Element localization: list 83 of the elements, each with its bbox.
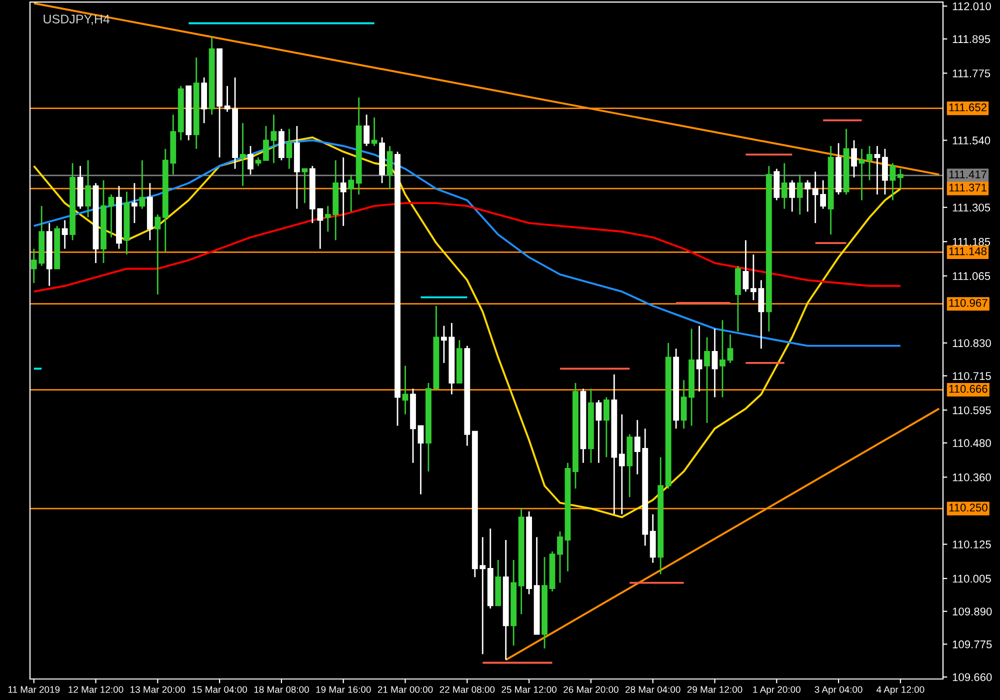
x-tick-label: 29 Mar 12:00 bbox=[687, 686, 742, 693]
candlestick bbox=[302, 168, 308, 204]
y-tick-label: 111.305 bbox=[952, 204, 990, 212]
x-tick-label: 18 Mar 08:00 bbox=[254, 686, 309, 693]
y-tick-label: 109.660 bbox=[952, 673, 992, 682]
line-series bbox=[32, 202, 902, 293]
candlestick bbox=[596, 399, 602, 464]
ref-line-label: 111.652 bbox=[949, 103, 986, 112]
text: USDJPY,H4 bbox=[44, 14, 110, 25]
candlestick bbox=[270, 114, 277, 164]
x-tick-label: 15 Mar 04:00 bbox=[192, 686, 248, 693]
candlestick bbox=[882, 148, 888, 196]
y-tick-label: 110.480 bbox=[952, 439, 991, 448]
candlestick bbox=[348, 174, 354, 212]
y-tick-label: 111.185 bbox=[952, 238, 990, 246]
y-tick-label: 112.010 bbox=[952, 2, 991, 10]
candlestick bbox=[858, 148, 865, 201]
candlestick bbox=[874, 145, 880, 196]
candlestick bbox=[851, 140, 857, 178]
candlestick bbox=[727, 334, 734, 364]
candlestick bbox=[704, 336, 710, 424]
candlestick bbox=[618, 414, 625, 515]
candlestick bbox=[720, 319, 726, 398]
candlestick bbox=[789, 180, 796, 212]
candlestick bbox=[804, 180, 811, 212]
candlestick bbox=[62, 220, 68, 250]
candlestick bbox=[603, 396, 610, 458]
y-tick-label: 111.065 bbox=[952, 272, 990, 280]
candlestick bbox=[263, 125, 269, 161]
ref-line-label: 110.250 bbox=[949, 504, 988, 512]
x-tick-label: 11 Mar 2019 bbox=[8, 686, 60, 693]
candlestick bbox=[248, 145, 254, 176]
candlestick bbox=[371, 116, 378, 147]
x-tick-label: 4 Apr 12:00 bbox=[876, 686, 924, 695]
candlestick bbox=[696, 325, 702, 392]
candlestick bbox=[897, 168, 904, 190]
ref-line-label: 110.666 bbox=[949, 384, 988, 393]
y-tick-label: 110.125 bbox=[952, 540, 991, 548]
y-tick-label: 110.005 bbox=[952, 574, 991, 583]
candlestick bbox=[866, 145, 872, 181]
candlestick bbox=[286, 128, 292, 170]
candlestick bbox=[108, 194, 114, 238]
x-tick-label: 26 Mar 20:00 bbox=[564, 686, 618, 693]
candlestick bbox=[890, 162, 896, 201]
ref-line-label: 110.967 bbox=[949, 298, 988, 307]
x-tick-label: 25 Mar 12:00 bbox=[502, 686, 557, 693]
line-series bbox=[32, 139, 902, 347]
candlestick bbox=[402, 365, 408, 416]
y-tick-label: 110.830 bbox=[952, 339, 991, 348]
x-tick-label: 19 Mar 16:00 bbox=[316, 686, 371, 693]
x-tick-label: 3 Apr 04:00 bbox=[814, 686, 862, 695]
x-tick-label: 21 Mar 00:00 bbox=[378, 686, 433, 693]
x-tick-label: 28 Mar 04:00 bbox=[626, 686, 680, 693]
x-tick-label: 22 Mar 08:00 bbox=[440, 686, 495, 693]
candlestick bbox=[240, 122, 246, 187]
candlestick bbox=[85, 160, 91, 218]
y-tick-label: 109.890 bbox=[952, 608, 992, 616]
y-tick-label: 109.775 bbox=[952, 640, 992, 648]
candlestick bbox=[557, 530, 563, 584]
candlestick bbox=[418, 425, 424, 495]
line-series bbox=[32, 136, 902, 518]
x-tick-label: 13 Mar 20:00 bbox=[130, 686, 186, 693]
candlestick bbox=[364, 114, 370, 147]
candlestick bbox=[139, 160, 146, 210]
x-tick-label: 1 Apr 20:00 bbox=[753, 686, 800, 695]
y-tick-label: 110.360 bbox=[952, 473, 991, 482]
y-tick-label: 111.895 bbox=[952, 35, 990, 44]
candlestick bbox=[154, 214, 161, 296]
x-tick-label: 12 Mar 12:00 bbox=[68, 686, 124, 693]
candlestick bbox=[781, 162, 788, 210]
ref-line-label: 111.417 bbox=[949, 170, 986, 178]
candlestick bbox=[340, 156, 346, 227]
y-tick-label: 111.775 bbox=[952, 70, 990, 78]
ref-line-label: 111.148 bbox=[949, 247, 987, 256]
y-tick-label: 110.715 bbox=[952, 372, 991, 380]
candlestick bbox=[742, 240, 749, 292]
y-tick-label: 110.595 bbox=[952, 406, 991, 414]
candlestick bbox=[132, 182, 138, 224]
ref-line-label: 111.371 bbox=[949, 184, 986, 192]
candlestick bbox=[712, 328, 718, 398]
y-tick-label: 111.540 bbox=[952, 136, 990, 144]
candlestick bbox=[796, 174, 803, 216]
candlestick bbox=[386, 145, 393, 190]
